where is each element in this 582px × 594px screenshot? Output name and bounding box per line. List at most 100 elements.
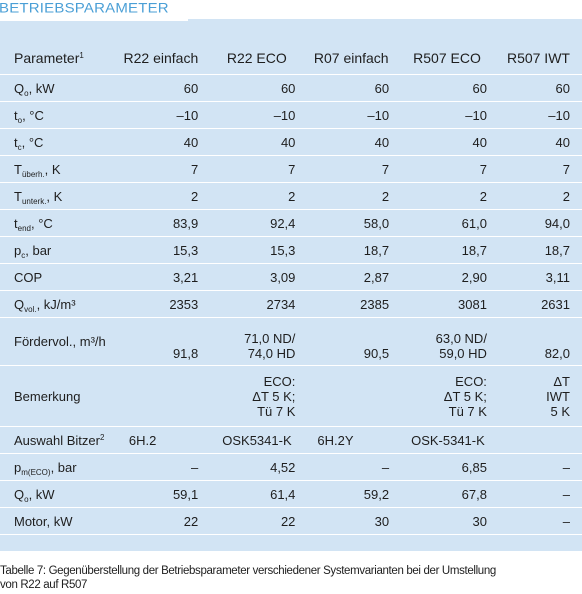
- table-cell: 30: [305, 507, 400, 535]
- header-r07-einfach: R07 einfach: [305, 42, 400, 75]
- table-row-foerdervolumen: Fördervol., m³/h 91,8 71,0 ND/74,0 HD 90,5 6…: [0, 317, 582, 366]
- table-cell: ECO: ΔT 5 K; Tü 7 K: [399, 365, 499, 427]
- table-cell: 60: [305, 74, 400, 102]
- table-cell: 18,7: [498, 236, 582, 264]
- table-cell: 15,3: [210, 236, 306, 264]
- table-cell: 2: [305, 182, 400, 210]
- row-label: Motor, kW: [0, 507, 115, 535]
- header-r22-einfach: R22 einfach: [114, 42, 211, 75]
- table-cell: [114, 365, 211, 427]
- table-cell: 2: [498, 182, 582, 210]
- table-cell: –10: [305, 101, 400, 129]
- table-cell: 7: [114, 155, 211, 183]
- row-label: Qvol., kJ/m³: [0, 290, 115, 318]
- row-label: Qo, kW: [0, 480, 115, 508]
- table-cell: 59,2: [305, 480, 400, 508]
- table-cell: 4,52: [210, 453, 306, 481]
- table-cell: 22: [114, 507, 211, 535]
- table-cell: –10: [210, 101, 306, 129]
- table-cell: 82,0: [498, 317, 582, 366]
- table-cell: ΔT IWT 5 K: [498, 365, 582, 427]
- table-cell: 18,7: [305, 236, 400, 264]
- table-cell: 2734: [210, 290, 306, 318]
- table-cell: –: [498, 507, 582, 535]
- row-label: pc, bar: [0, 236, 115, 264]
- table-cell: –: [498, 480, 582, 508]
- table-cell: 22: [210, 507, 306, 535]
- table-cell: 60: [114, 74, 211, 102]
- row-label: Tüberh., K: [0, 155, 115, 183]
- table-row-bemerkung: Bemerkung ECO: ΔT 5 K; Tü 7 K ECO: ΔT 5 K; Tü …: [0, 365, 582, 427]
- table-cell: 6,85: [399, 453, 499, 481]
- table-row: pm(ECO), bar –4,52–6,85–: [0, 453, 582, 481]
- table-cell: 2: [399, 182, 499, 210]
- table-cell: –: [114, 453, 211, 481]
- table-cell: 2385: [305, 290, 400, 318]
- table-cell: 40: [498, 128, 582, 156]
- table-row-auswahl-bitzer: Auswahl Bitzer2 6H.2 OSK5341-K 6H.2Y OSK-534…: [0, 426, 582, 454]
- table-row: tend, °C 83,9 92,4 58,0 61,0 94,0: [0, 209, 582, 237]
- header-r22-eco: R22 ECO: [210, 42, 306, 75]
- table-cell: [305, 365, 400, 427]
- caption-line-2: von R22 auf R507: [0, 579, 88, 591]
- table-row: Qo, kW 59,1 61,4 59,2 67,8–: [0, 480, 582, 508]
- table-cell: 83,9: [114, 209, 211, 237]
- table-cell: 7: [399, 155, 499, 183]
- row-label: Fördervol., m³/h: [0, 317, 115, 366]
- table-cell: 40: [210, 128, 306, 156]
- table-cell: 71,0 ND/74,0 HD: [210, 317, 306, 366]
- row-label: tc, °C: [0, 128, 115, 156]
- table-cell: 30: [399, 507, 499, 535]
- table-cell: 60: [399, 74, 499, 102]
- table-cell: 2631: [498, 290, 582, 318]
- table-cell: –: [305, 453, 400, 481]
- table-cell: 61,0: [399, 209, 499, 237]
- row-label: Auswahl Bitzer2: [0, 426, 115, 454]
- table-row: pc, bar 15,3 15,3 18,7 18,7 18,7: [0, 236, 582, 264]
- table-cell: –10: [498, 101, 582, 129]
- table-cell: 67,8: [399, 480, 499, 508]
- table-cell: 3,21: [114, 263, 211, 291]
- table-cell: –: [498, 453, 582, 481]
- table-cell: 2: [114, 182, 211, 210]
- table-cell: OSK5341-K: [210, 426, 306, 454]
- header-parameter: Parameter1: [0, 42, 115, 75]
- row-label: Bemerkung: [0, 365, 115, 427]
- table-caption: Tabelle 7: Gegenüberstellung der Betrieb…: [0, 564, 582, 592]
- table-row: Qvol., kJ/m³ 2353 2734 2385 3081 2631: [0, 290, 582, 318]
- table-cell: 40: [305, 128, 400, 156]
- table-cell: 60: [210, 74, 306, 102]
- row-label: to, °C: [0, 101, 115, 129]
- table-cell: 61,4: [210, 480, 306, 508]
- table-cell: 2,90: [399, 263, 499, 291]
- table-cell: 58,0: [305, 209, 400, 237]
- table-row: COP 3,21 3,09 2,87 2,90 3,11: [0, 263, 582, 291]
- header-r507-eco: R507 ECO: [399, 42, 499, 75]
- header-r507-iwt: R507 IWT: [498, 42, 582, 75]
- table-cell: ECO: ΔT 5 K; Tü 7 K: [210, 365, 306, 427]
- table-cell: 7: [498, 155, 582, 183]
- row-label: COP: [0, 263, 115, 291]
- table-cell: 2353: [114, 290, 211, 318]
- table-cell: 15,3: [114, 236, 211, 264]
- table-header-row: Parameter1 R22 einfach R22 ECO R07 einfa…: [0, 42, 582, 75]
- table-cell: 7: [210, 155, 306, 183]
- table-cell: OSK-5341-K: [399, 426, 499, 454]
- table-cell: 6H.2: [114, 426, 211, 454]
- table-cell: 3,09: [210, 263, 306, 291]
- table-cell: 3081: [399, 290, 499, 318]
- table-cell: 7: [305, 155, 400, 183]
- table-cell: 40: [114, 128, 211, 156]
- table-row: Motor, kW 22 22 30 30–: [0, 507, 582, 535]
- table-cell: 63,0 ND/59,0 HD: [399, 317, 499, 366]
- table-cell: [498, 426, 582, 454]
- table-cell: –10: [399, 101, 499, 129]
- table-cell: 94,0: [498, 209, 582, 237]
- table-row: tc, °C 40 40 40 40 40: [0, 128, 582, 156]
- table-cell: 60: [498, 74, 582, 102]
- row-label: Tunterk., K: [0, 182, 115, 210]
- row-label: Qo, kW: [0, 74, 115, 102]
- table-row: to, °C –10 –10 –10 –10 –10: [0, 101, 582, 129]
